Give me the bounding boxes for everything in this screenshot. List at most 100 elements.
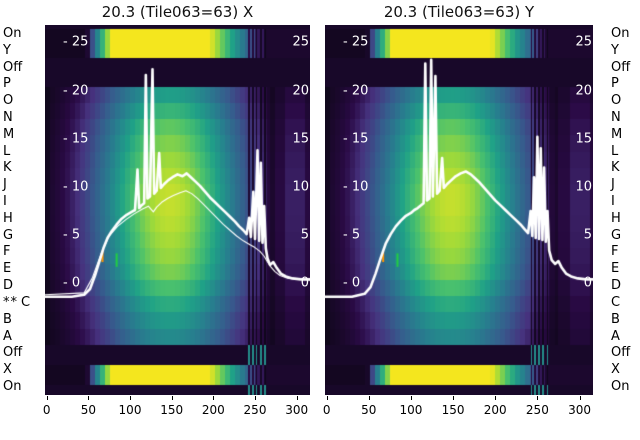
row-label-text: H: [611, 210, 621, 226]
inner-ytick-right-5: 5: [300, 227, 309, 243]
x-ticklabel-0: 0: [42, 403, 51, 417]
row-label-text: I: [611, 194, 615, 210]
row-label-right-8-k: K: [608, 160, 640, 177]
row-label-right-19-off: Off: [608, 344, 640, 361]
row-label-right-15-d: D: [608, 277, 640, 294]
row-label-right-12-g: G: [608, 227, 640, 244]
x-axis-left: 0 50 100 150 200 250 300: [42, 396, 310, 422]
x-ticklabel-150: 150: [160, 403, 184, 417]
inner-ytick-left-0: - 0: [343, 275, 361, 291]
row-label-text: Off: [3, 59, 23, 75]
row-label-right-0-on: On: [608, 25, 640, 42]
row-label-text: Off: [611, 59, 631, 75]
row-label-left-20-x: X: [0, 361, 42, 378]
inner-ytick-right-25: 25: [575, 34, 592, 50]
row-label-right-11-h: H: [608, 210, 640, 227]
inner-ytick-left-20: - 20: [343, 83, 369, 99]
row-label-left-13-f: F: [0, 244, 42, 261]
row-label-right-4-o: O: [608, 92, 640, 109]
row-label-right-14-e: E: [608, 260, 640, 277]
x-ticklabel-300: 300: [568, 403, 591, 417]
x-tickmark-100: [410, 396, 412, 400]
row-label-left-17-b: B: [0, 311, 42, 328]
inner-ytick-right-15: 15: [575, 131, 592, 147]
row-label-left-8-k: K: [0, 160, 42, 177]
x-ticklabel-200: 200: [201, 403, 225, 417]
x-tickmark-0: [326, 396, 328, 400]
row-label-text: C: [21, 294, 31, 310]
row-label-text: Off: [611, 345, 631, 361]
row-labels-right: On Y Off P O N M L K J I H G F E D C B A Off X On: [608, 25, 640, 395]
row-label-text: E: [3, 261, 12, 277]
x-tickmark-250: [255, 396, 256, 400]
row-label-left-2-off: Off: [0, 59, 42, 76]
inner-ytick-right-10: 10: [575, 179, 592, 195]
inner-ytick-right-15: 15: [292, 131, 309, 147]
x-tickmark-250: [537, 396, 539, 400]
inner-ytick-left-25: - 25: [343, 34, 369, 50]
row-label-text: F: [3, 244, 11, 260]
row-label-text: K: [3, 160, 12, 176]
row-label-text: O: [611, 93, 622, 109]
row-label-left-0-on: On: [0, 25, 42, 42]
row-label-right-18-a: A: [608, 328, 640, 345]
inner-ytick-left-25: - 25: [63, 34, 89, 50]
x-tickmark-100: [130, 396, 131, 400]
row-label-text: J: [611, 177, 615, 193]
row-label-left-1-y: Y: [0, 42, 42, 59]
row-label-text: On: [611, 25, 630, 41]
row-label-right-13-f: F: [608, 244, 640, 261]
inner-ytick-right-20: 20: [575, 83, 592, 99]
row-label-text: Off: [3, 345, 23, 361]
row-label-text: H: [3, 210, 13, 226]
row-label-right-10-i: I: [608, 193, 640, 210]
inner-ytick-left-15: - 15: [343, 131, 369, 147]
inner-ytick-left-10: - 10: [63, 179, 89, 195]
row-label-text: I: [3, 194, 7, 210]
x-tickmark-200: [213, 396, 215, 400]
row-label-text: A: [611, 328, 620, 344]
heatmap-canvas-x: [45, 25, 310, 395]
row-label-text: J: [3, 177, 7, 193]
x-tickmark-150: [453, 396, 455, 400]
row-label-right-1-y: Y: [608, 42, 640, 59]
x-ticklabel-0: 0: [322, 403, 331, 417]
row-label-text: P: [611, 76, 619, 92]
row-label-text: E: [611, 261, 620, 277]
row-label-left-11-h: H: [0, 210, 42, 227]
inner-ytick-right-5: 5: [583, 227, 592, 243]
row-label-text: X: [3, 362, 12, 378]
x-axis-right: 0 50 100 150 200 250 300: [322, 396, 593, 422]
row-label-text: Y: [3, 42, 11, 58]
row-label-text: D: [3, 278, 14, 294]
row-label-right-3-p: P: [608, 75, 640, 92]
row-label-right-5-n: N: [608, 109, 640, 126]
x-tickmark-50: [88, 396, 90, 400]
x-ticklabel-250: 250: [243, 403, 267, 417]
row-label-right-20-x: X: [608, 361, 640, 378]
row-label-text: N: [611, 109, 621, 125]
x-ticklabel-50: 50: [80, 403, 96, 417]
row-label-text: Y: [611, 42, 619, 58]
row-label-text: G: [3, 227, 14, 243]
row-marker: **: [3, 294, 18, 310]
x-ticklabel-200: 200: [483, 403, 507, 417]
row-label-text: On: [611, 378, 630, 394]
inner-ytick-right-10: 10: [292, 179, 309, 195]
row-label-right-17-b: B: [608, 311, 640, 328]
x-ticklabel-150: 150: [441, 403, 465, 417]
row-label-left-18-a: A: [0, 328, 42, 345]
x-ticklabel-300: 300: [285, 403, 309, 417]
inner-ytick-right-0: 0: [583, 275, 592, 291]
row-labels-left: On Y Off P O N M L K J I H G F E D ** C B A Off X On: [0, 25, 42, 395]
heatmap-plot-y: - 25 25 - 20 20 - 15 15 - 10 10 - 5 5 - 0 0: [325, 25, 593, 395]
heatmap-plot-x: - 25 25 - 20 20 - 15 15 - 10 10 - 5 5 - 0 0: [45, 25, 310, 395]
row-label-left-12-g: G: [0, 227, 42, 244]
plot-title-y: 20.3 (Tile063=63) Y: [383, 3, 535, 21]
inner-ytick-right-25: 25: [292, 34, 309, 50]
row-label-text: X: [611, 362, 620, 378]
row-label-left-7-l: L: [0, 143, 42, 160]
row-label-left-16-c: ** C: [0, 294, 42, 311]
inner-ytick-left-5: - 5: [63, 227, 81, 243]
inner-ytick-left-5: - 5: [343, 227, 361, 243]
